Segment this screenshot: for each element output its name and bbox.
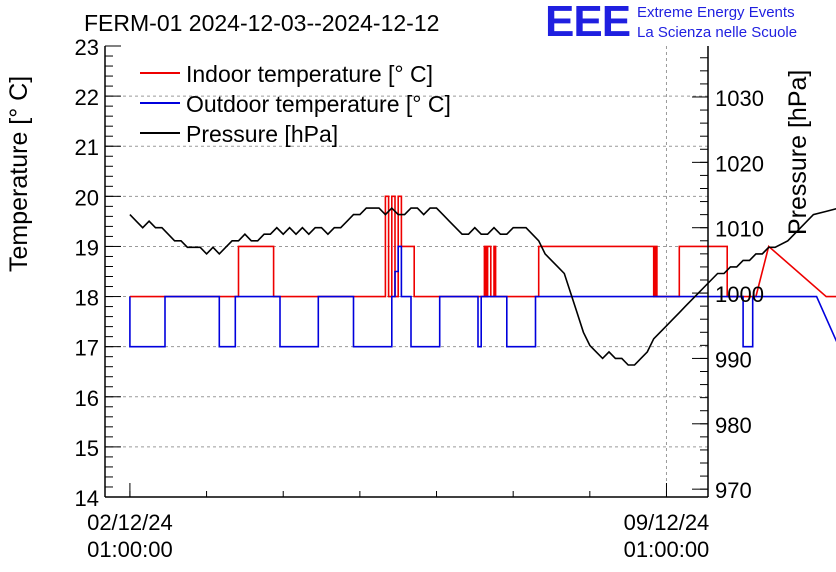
y-tick-label: 14 — [75, 486, 99, 511]
series-indoor-temperature — [129, 195, 836, 298]
y-tick-label: 20 — [75, 185, 99, 210]
y2-axis-label: Pressure [hPa] — [784, 70, 812, 235]
y-tick-label: 21 — [75, 135, 99, 160]
legend-label-outdoor: Outdoor temperature [° C] — [186, 91, 451, 117]
x-tick-label-date: 02/12/24 — [87, 510, 173, 535]
series-outdoor-temperature — [129, 245, 836, 348]
series-layer — [129, 195, 836, 366]
eee-logo: EEE — [545, 0, 631, 46]
y2-tick-label: 1000 — [715, 282, 764, 307]
x-tick-label-time: 01:00:00 — [87, 537, 173, 562]
y2-tick-label: 980 — [715, 413, 752, 438]
y-tick-label: 23 — [75, 35, 99, 60]
y2-tick-label: 970 — [715, 478, 752, 503]
logo-subtitle-2: La Scienza nelle Scuole — [637, 24, 798, 41]
y2-tick-label: 990 — [715, 347, 752, 372]
series-pressure — [129, 206, 836, 366]
legend-label-pressure: Pressure [hPa] — [186, 121, 338, 147]
x-tick-label-date: 09/12/24 — [624, 510, 710, 535]
tick-labels: 14 15 16 17 18 19 20 21 22 23 970 980 990 1000 1010 102… — [75, 35, 764, 562]
y-tick-label: 19 — [75, 235, 99, 260]
chart-title: FERM-01 2024-12-03--2024-12-12 — [84, 10, 440, 36]
legend: Indoor temperature [° C] Outdoor tempera… — [140, 61, 451, 147]
logo-subtitle-1: Extreme Energy Events — [637, 4, 795, 21]
x-tick-label-time: 01:00:00 — [624, 537, 710, 562]
y-tick-label: 15 — [75, 436, 99, 461]
y-tick-label: 22 — [75, 85, 99, 110]
tick-marks — [105, 45, 708, 498]
y-tick-label: 16 — [75, 386, 99, 411]
legend-label-indoor: Indoor temperature [° C] — [186, 61, 433, 87]
y2-tick-label: 1030 — [715, 86, 764, 111]
y-axis-label: Temperature [° C] — [5, 76, 33, 272]
axes-frame — [104, 46, 709, 498]
y2-tick-label: 1010 — [715, 217, 764, 242]
y2-tick-label: 1020 — [715, 151, 764, 176]
y-tick-label: 18 — [75, 286, 99, 311]
y-tick-label: 17 — [75, 336, 99, 361]
